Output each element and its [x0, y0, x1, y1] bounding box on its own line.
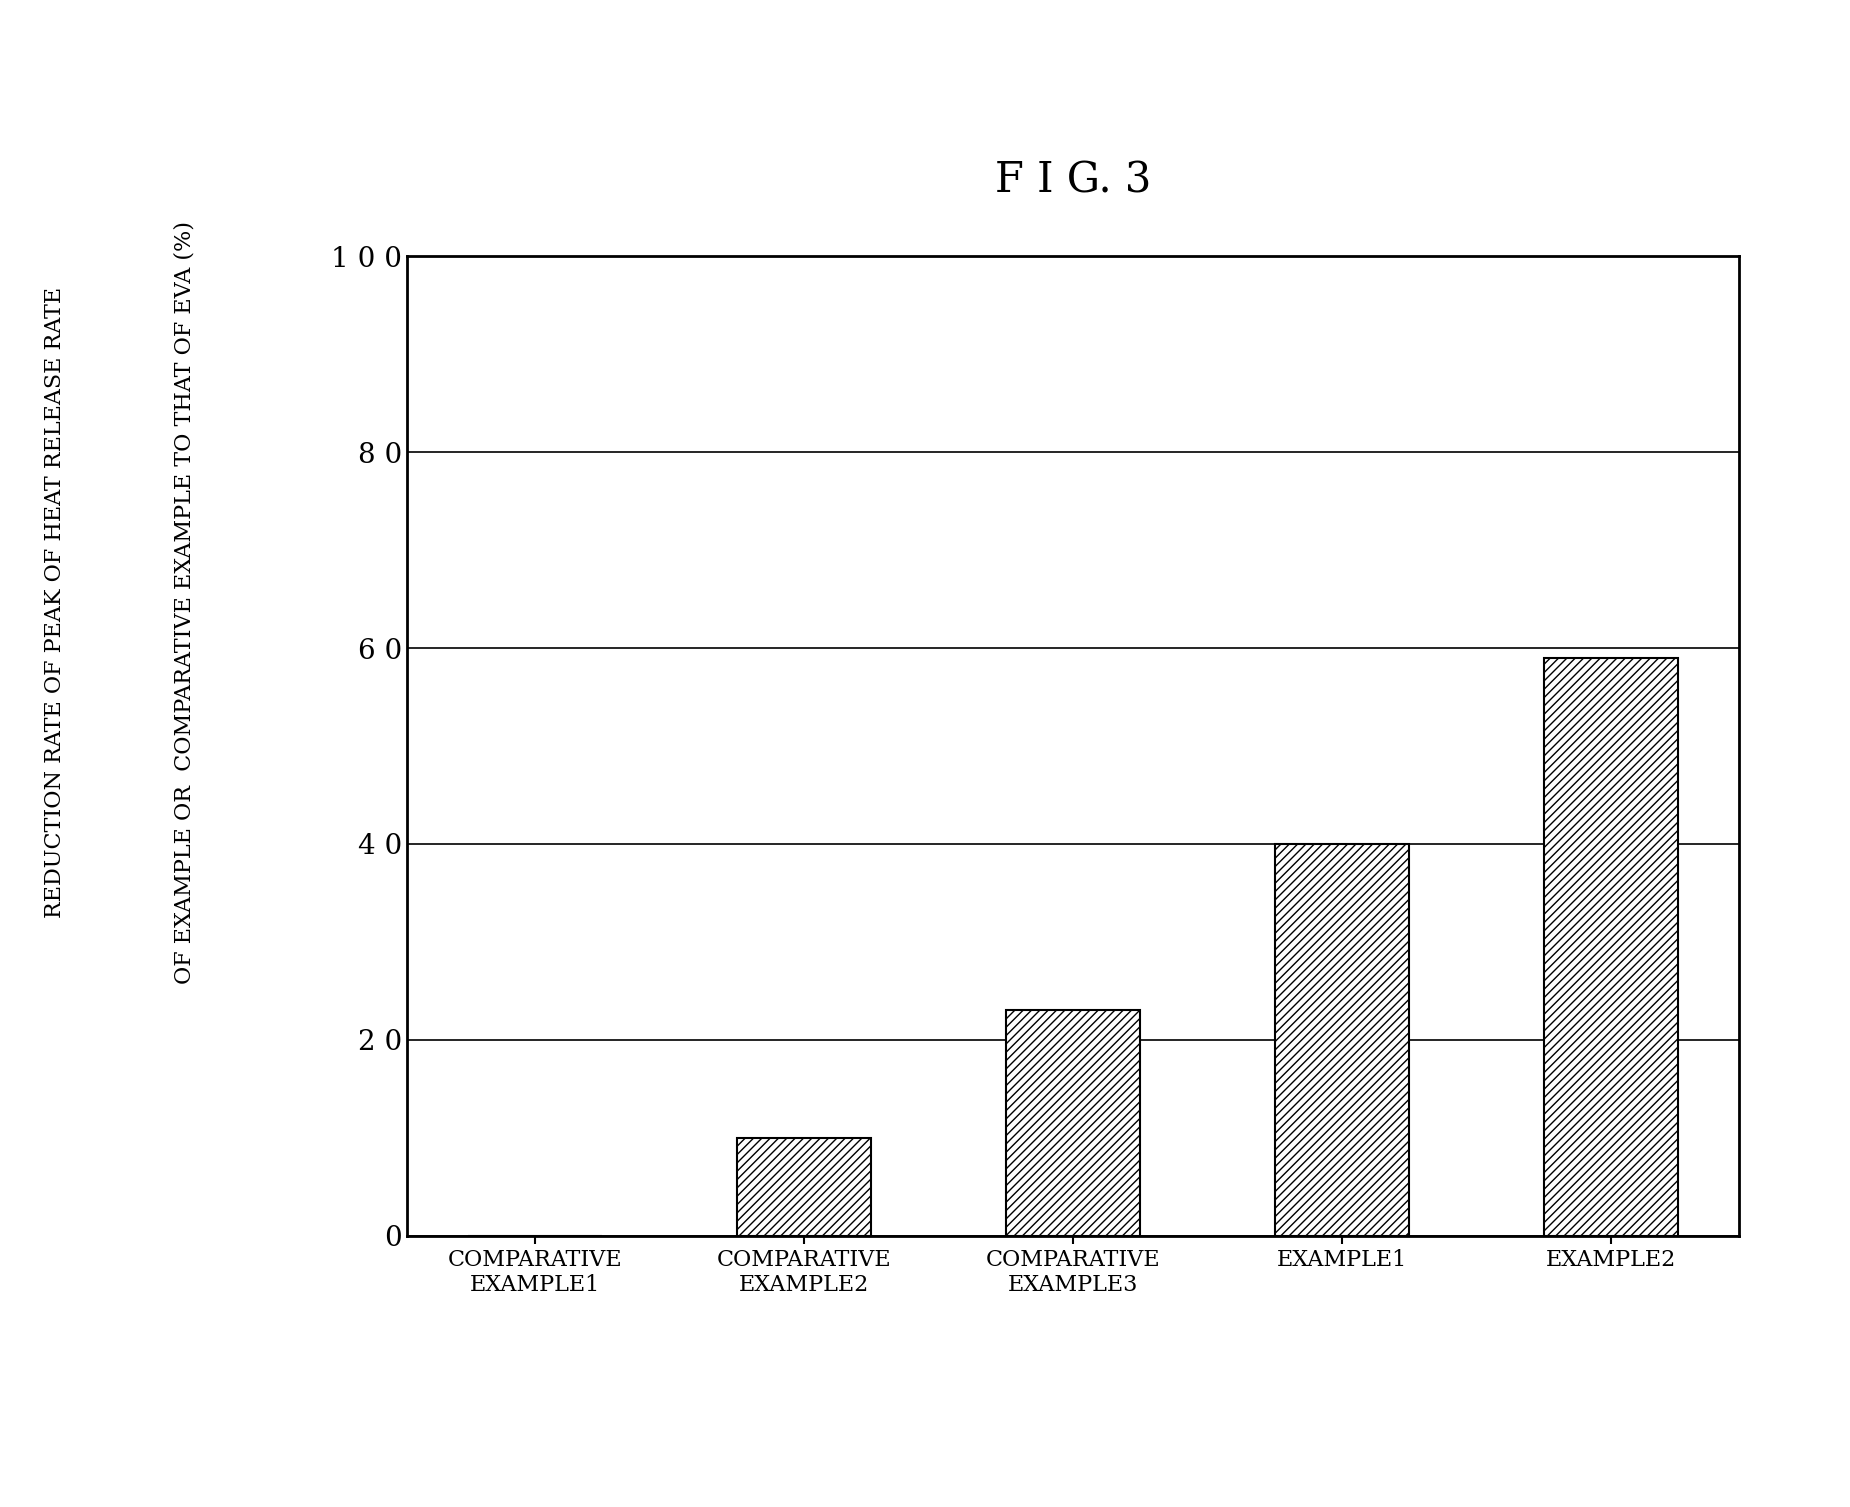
Bar [736, 1138, 871, 1236]
Bar [1275, 844, 1410, 1236]
Text: F I G. 3: F I G. 3 [995, 160, 1151, 202]
Bar [1545, 657, 1678, 1236]
Text: REDUCTION RATE OF PEAK OF HEAT RELEASE RATE: REDUCTION RATE OF PEAK OF HEAT RELEASE R… [44, 288, 67, 918]
Text: OF EXAMPLE OR  COMPARATIVE EXAMPLE TO THAT OF EVA (%): OF EXAMPLE OR COMPARATIVE EXAMPLE TO THA… [174, 222, 196, 984]
Bar [1006, 1010, 1140, 1236]
